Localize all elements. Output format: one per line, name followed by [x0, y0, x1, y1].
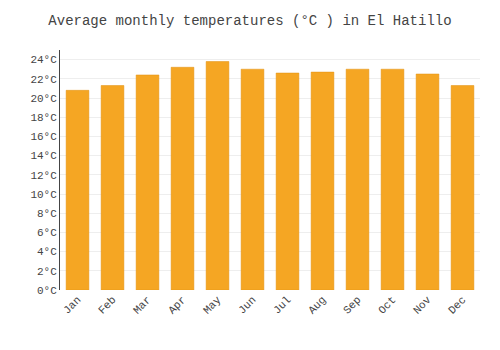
svg-text:20°C: 20°C: [30, 93, 57, 105]
svg-text:6°C: 6°C: [37, 227, 57, 239]
svg-text:Dec: Dec: [446, 294, 468, 316]
svg-text:Nov: Nov: [411, 294, 434, 317]
svg-text:2°C: 2°C: [37, 266, 57, 278]
svg-text:Average monthly temperatures (: Average monthly temperatures (°C ) in El…: [48, 13, 451, 29]
svg-text:8°C: 8°C: [37, 208, 57, 220]
svg-text:12°C: 12°C: [30, 170, 57, 182]
svg-text:22°C: 22°C: [30, 74, 57, 86]
svg-text:Apr: Apr: [166, 294, 188, 316]
svg-text:Aug: Aug: [306, 294, 328, 316]
svg-text:May: May: [201, 294, 224, 317]
svg-text:14°C: 14°C: [30, 150, 57, 162]
svg-text:10°C: 10°C: [30, 189, 57, 201]
svg-text:Jul: Jul: [271, 294, 293, 316]
svg-text:Jan: Jan: [61, 294, 83, 316]
svg-text:24°C: 24°C: [30, 54, 57, 66]
svg-text:Jun: Jun: [236, 294, 258, 316]
svg-text:Oct: Oct: [376, 294, 398, 316]
svg-text:Feb: Feb: [96, 294, 118, 316]
svg-text:0°C: 0°C: [37, 285, 57, 297]
svg-text:Mar: Mar: [131, 294, 153, 316]
svg-text:16°C: 16°C: [30, 131, 57, 143]
svg-text:4°C: 4°C: [37, 246, 57, 258]
svg-text:Sep: Sep: [341, 294, 363, 316]
svg-text:18°C: 18°C: [30, 112, 57, 124]
